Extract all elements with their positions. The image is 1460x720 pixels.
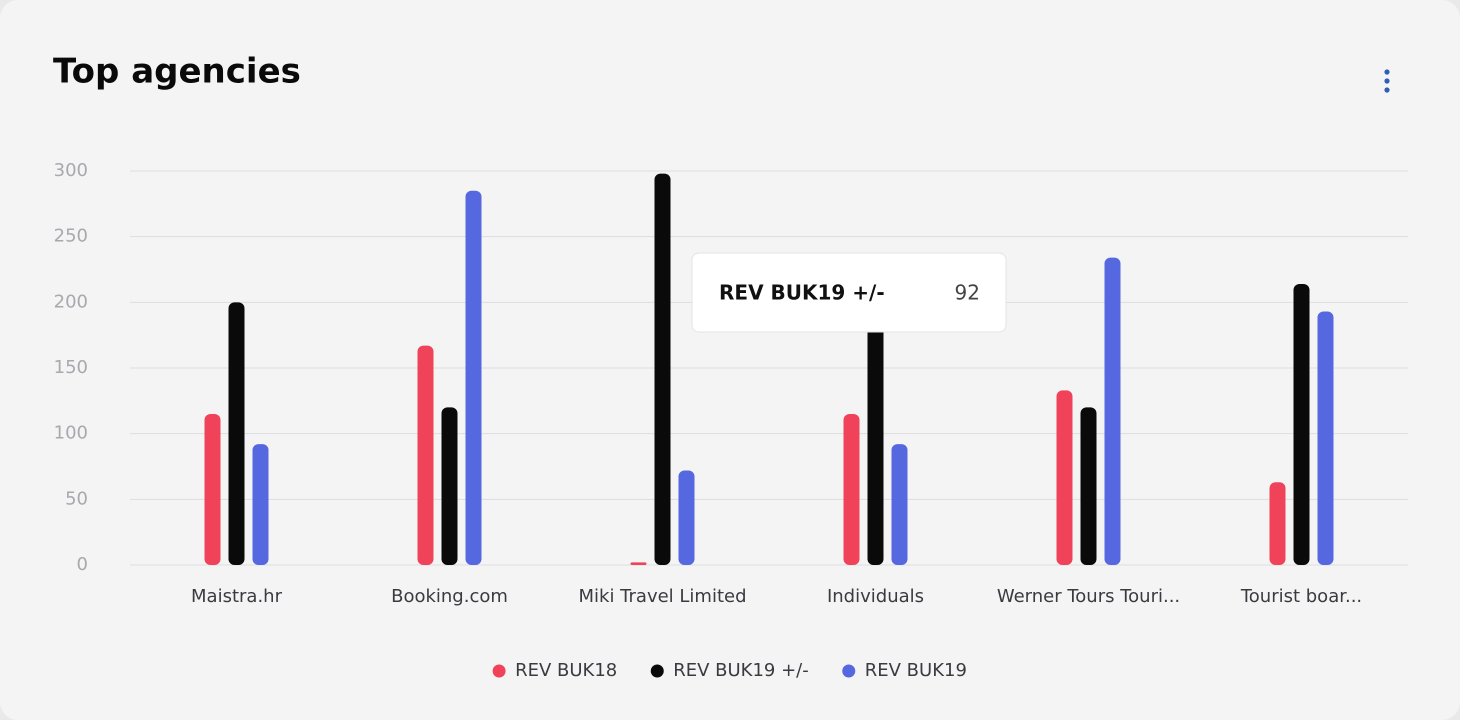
legend-swatch [650,664,664,678]
legend-swatch [492,664,506,678]
chart-title: Top agencies [53,52,301,92]
tooltip-label: REV BUK19 +/- [719,281,885,305]
y-tick-label: 200 [54,291,88,312]
bar [1104,257,1121,565]
bar [630,562,647,565]
x-tick-label: Werner Tours Touri... [997,586,1180,607]
bar [1317,311,1334,565]
legend-label: REV BUK18 [515,660,617,681]
x-tick-label: Booking.com [391,586,508,607]
bar [867,262,884,565]
bar [654,173,671,566]
bar [204,413,221,565]
plot: 0 50 100 150 200 250 300 Maistra.hr Booking.com M… [54,160,1408,607]
menu-dot [1384,69,1390,75]
bar [441,407,458,565]
bar [1056,390,1073,565]
menu-dot [1384,78,1390,84]
legend: REV BUK18 REV BUK19 +/- REV BUK19 [492,660,967,681]
legend-label: REV BUK19 [865,660,967,681]
y-tick-label: 0 [77,554,88,575]
bar [228,302,245,565]
x-tick-label: Maistra.hr [191,586,283,607]
tooltip-box [691,252,1007,333]
bar [1269,482,1286,565]
bar [1293,283,1310,565]
x-tick-label: Tourist boar... [1240,586,1362,607]
menu-dot [1384,87,1390,93]
bar [678,470,695,565]
y-tick-label: 100 [54,423,88,444]
y-tick-label: 250 [54,226,88,247]
y-tick-label: 300 [54,160,88,181]
bar [252,444,269,565]
tooltip-value: 92 [955,281,980,305]
bar [465,190,482,565]
menu-button[interactable] [1384,69,1390,93]
y-tick-label: 150 [54,357,88,378]
legend-label: REV BUK19 +/- [673,660,809,681]
bar [891,444,908,565]
tooltip: REV BUK19 +/- 92 [691,252,1007,333]
x-tick-label: Miki Travel Limited [578,586,746,607]
bar [417,345,434,565]
bar [1080,407,1097,565]
legend-swatch [842,664,856,678]
y-tick-label: 50 [65,488,88,509]
bar [843,413,860,565]
x-tick-label: Individuals [827,586,924,607]
